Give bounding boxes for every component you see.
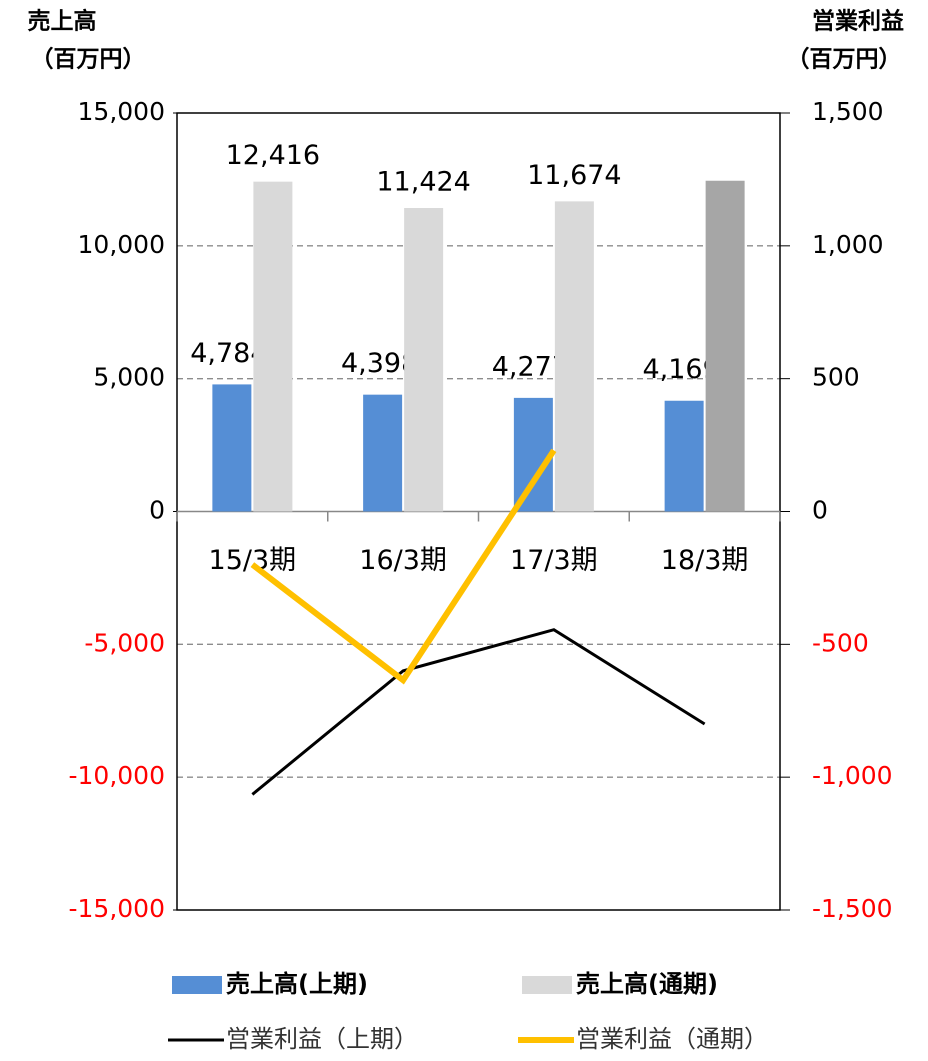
bar bbox=[664, 400, 704, 512]
y-tick-label: 0 bbox=[149, 496, 165, 525]
y-tick-label: -10,000 bbox=[69, 761, 166, 790]
y-tick-label: 15,000 bbox=[78, 97, 165, 126]
bar bbox=[554, 201, 594, 512]
y-tick-label: 10,000 bbox=[78, 230, 165, 259]
y2-tick-label: -500 bbox=[812, 628, 869, 657]
legend-label: 売上高(上期) bbox=[226, 970, 368, 998]
data-label: 11,674 bbox=[527, 160, 621, 191]
data-label: 12,416 bbox=[226, 140, 320, 171]
bar bbox=[513, 397, 553, 512]
y2-axis-title: 営業利益 bbox=[812, 8, 904, 35]
legend-swatch bbox=[172, 976, 222, 994]
y2-tick-label: -1,500 bbox=[812, 894, 893, 923]
bar bbox=[404, 208, 444, 512]
y2-tick-label: 1,500 bbox=[812, 97, 884, 126]
x-tick-label: 18/3期 bbox=[661, 545, 749, 576]
y2-tick-label: 500 bbox=[812, 363, 860, 392]
y2-tick-label: 1,000 bbox=[812, 230, 884, 259]
legend-label: 営業利益（通期） bbox=[576, 1025, 768, 1053]
legend-label: 売上高(通期) bbox=[576, 970, 718, 998]
legend-label: 営業利益（上期） bbox=[226, 1025, 418, 1053]
y2-axis-title: （百万円） bbox=[787, 46, 902, 73]
y-tick-label: -5,000 bbox=[84, 628, 165, 657]
bar bbox=[253, 181, 293, 512]
y2-tick-label: 0 bbox=[812, 496, 828, 525]
legend-swatch bbox=[522, 976, 572, 994]
y2-tick-label: -1,000 bbox=[812, 761, 893, 790]
x-tick-label: 17/3期 bbox=[510, 545, 598, 576]
y-axis-title: 売上高 bbox=[28, 8, 97, 35]
x-tick-label: 15/3期 bbox=[209, 545, 297, 576]
bar bbox=[363, 394, 403, 512]
x-tick-label: 16/3期 bbox=[359, 545, 447, 576]
line bbox=[250, 448, 557, 685]
data-label: 11,424 bbox=[376, 167, 470, 198]
y-tick-label: 5,000 bbox=[93, 363, 165, 392]
y-axis-title: （百万円） bbox=[31, 46, 146, 73]
line bbox=[251, 628, 706, 796]
bar bbox=[705, 180, 745, 512]
y-tick-label: -15,000 bbox=[69, 894, 166, 923]
bar bbox=[212, 384, 252, 512]
